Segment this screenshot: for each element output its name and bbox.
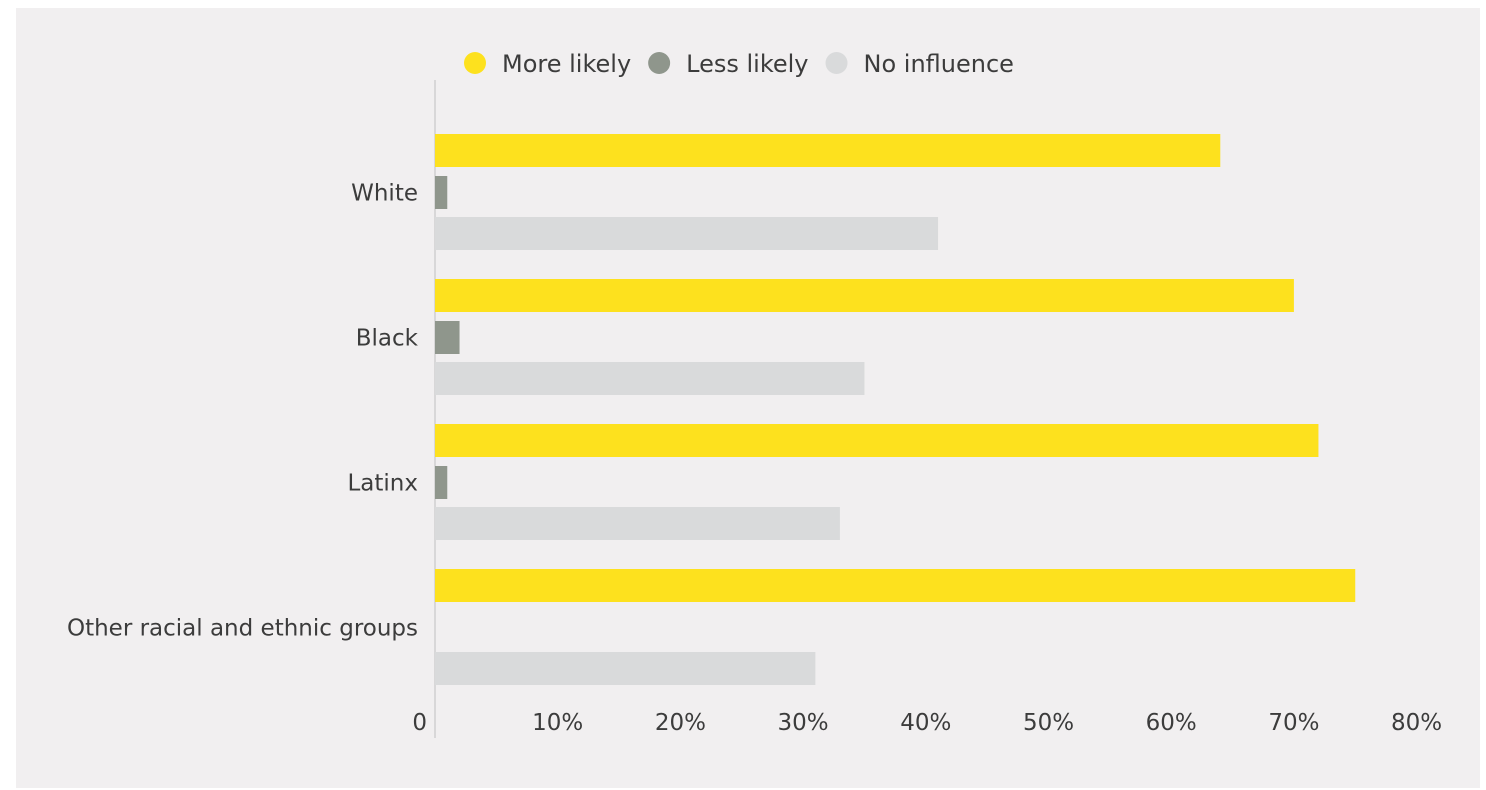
category-label-latinx: Latinx [347,471,418,497]
legend-label-more-likely: More likely [502,50,631,78]
x-tick-label-30: 30% [778,710,829,736]
x-tick-label-50: 50% [1023,710,1074,736]
bar-no-influence-black [435,362,865,395]
x-tick-label-0: 0 [412,710,427,736]
x-tick-label-60: 60% [1146,710,1197,736]
x-axis-ticks: 0 10% 20% 30% 40% 50% 60% 70% 80% [412,710,1442,736]
bars-group [435,134,1356,685]
legend-swatch-less-likely [648,52,671,74]
x-tick-label-10: 10% [532,710,583,736]
bar-more-likely-latinx [435,424,1319,457]
bar-more-likely-other-racial-and-ethnic-groups [435,569,1356,602]
x-tick-label-20: 20% [655,710,706,736]
category-label-other-racial-and-ethnic-groups: Other racial and ethnic groups [67,616,418,642]
legend-swatch-more-likely [464,52,486,74]
bar-no-influence-latinx [435,507,840,540]
legend-label-no-influence: No influence [864,50,1014,78]
legend-swatch-no-influence [825,52,848,74]
bar-less-likely-latinx [435,466,448,499]
legend-label-less-likely: Less likely [686,50,808,78]
category-label-black: Black [356,326,419,352]
bar-more-likely-black [435,279,1294,312]
bar-more-likely-white [435,134,1221,167]
bar-less-likely-black [435,321,460,354]
category-labels: White Black Latinx Other racial and ethnic … [67,181,419,642]
chart-legend: More likely Less likely No influence [464,50,1014,78]
bar-no-influence-other-racial-and-ethnic-groups [435,652,816,685]
x-tick-label-80: 80% [1391,710,1442,736]
bar-no-influence-white [435,217,939,250]
x-tick-label-70: 70% [1268,710,1319,736]
x-tick-label-40: 40% [900,710,951,736]
bar-less-likely-white [435,176,448,209]
category-label-white: White [351,181,418,207]
